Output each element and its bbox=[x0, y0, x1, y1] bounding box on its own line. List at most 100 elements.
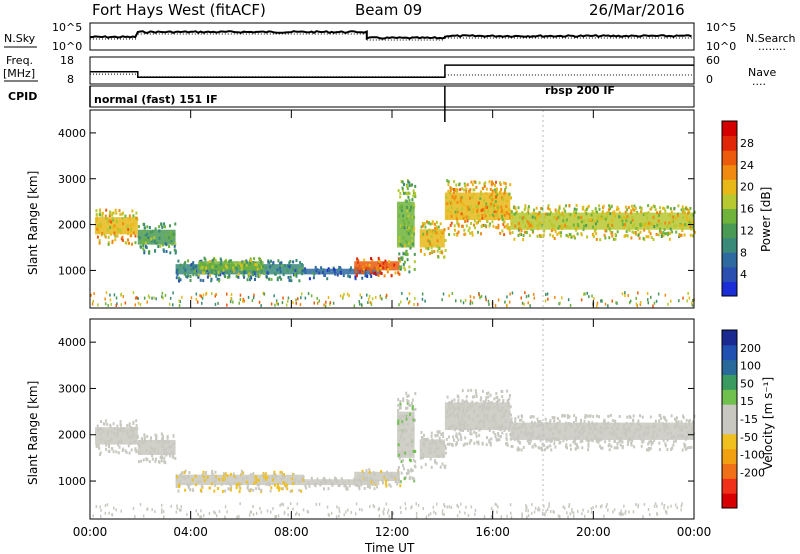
speckle-cell bbox=[274, 515, 276, 519]
range-gate-cell bbox=[221, 269, 224, 273]
range-gate-cell bbox=[544, 417, 547, 421]
range-gate-cell bbox=[501, 229, 504, 233]
range-gate-cell bbox=[466, 205, 469, 209]
speckle-cell bbox=[134, 303, 136, 307]
range-gate-cell bbox=[536, 213, 539, 217]
nave-tick-bottom: 0 bbox=[706, 73, 713, 86]
range-gate-cell bbox=[404, 415, 406, 419]
range-gate-cell bbox=[324, 479, 327, 483]
speckle-cell bbox=[358, 507, 361, 511]
range-gate-cell bbox=[514, 419, 517, 423]
range-gate-cell bbox=[582, 207, 584, 211]
freq-label: Freq. bbox=[6, 54, 33, 67]
speckle-cell bbox=[313, 301, 315, 305]
speckle-cell bbox=[537, 508, 539, 512]
speckle-cell bbox=[273, 294, 275, 298]
range-gate-cell bbox=[200, 485, 203, 488]
range-gate-cell bbox=[146, 232, 149, 236]
range-gate-cell bbox=[115, 211, 118, 215]
range-gate-cell bbox=[426, 230, 429, 234]
range-gate-cell bbox=[494, 200, 497, 204]
range-gate-cell bbox=[649, 446, 652, 450]
range-gate-cell bbox=[449, 186, 452, 190]
range-gate-cell bbox=[675, 416, 678, 420]
speckle-cell bbox=[687, 291, 689, 295]
range-gate-cell bbox=[344, 484, 347, 487]
speckle-cell bbox=[107, 303, 109, 307]
range-gate-cell bbox=[529, 434, 532, 438]
range-gate-cell bbox=[502, 400, 505, 404]
range-gate-cell bbox=[226, 271, 229, 274]
speckle-cell bbox=[285, 303, 288, 307]
range-gate-cell bbox=[205, 478, 208, 482]
range-gate-cell bbox=[548, 438, 551, 442]
speckle-cell bbox=[674, 503, 677, 507]
range-gate-cell bbox=[487, 395, 490, 399]
range-gate-cell bbox=[129, 429, 132, 433]
range-gate-cell bbox=[642, 431, 645, 435]
range-gate-cell bbox=[407, 191, 410, 195]
range-gate-cell bbox=[411, 183, 413, 187]
range-gate-cell bbox=[576, 425, 579, 429]
range-gate-cell bbox=[121, 239, 124, 242]
range-gate-cell bbox=[397, 398, 400, 402]
range-gate-cell bbox=[280, 261, 283, 265]
range-gate-cell bbox=[128, 422, 131, 426]
speckle-cell bbox=[104, 297, 106, 301]
speckle-cell bbox=[646, 292, 649, 296]
range-gate-cell bbox=[136, 435, 139, 439]
range-gate-cell bbox=[445, 415, 448, 419]
range-gate-cell bbox=[401, 244, 404, 248]
range-gate-cell bbox=[465, 215, 468, 219]
range-gate-cell bbox=[487, 401, 490, 405]
range-gate-cell bbox=[198, 273, 201, 277]
range-gate-cell bbox=[464, 183, 467, 187]
range-gate-cell bbox=[648, 440, 651, 444]
range-gate-cell bbox=[393, 475, 396, 479]
range-gate-cell bbox=[618, 440, 621, 444]
speckle-cell bbox=[93, 292, 95, 296]
range-gate-cell bbox=[501, 423, 504, 427]
speckle-cell bbox=[200, 294, 202, 298]
range-gate-cell bbox=[580, 418, 582, 422]
range-gate-cell bbox=[423, 433, 425, 437]
range-gate-cell bbox=[453, 398, 456, 402]
range-gate-cell bbox=[333, 267, 336, 271]
range-gate-cell bbox=[358, 264, 361, 268]
range-gate-cell bbox=[382, 261, 385, 265]
range-gate-cell bbox=[114, 238, 117, 242]
range-gate-cell bbox=[682, 216, 685, 220]
range-gate-cell bbox=[385, 479, 387, 483]
range-gate-cell bbox=[589, 414, 592, 418]
range-gate-cell bbox=[165, 453, 168, 457]
range-gate-cell bbox=[177, 259, 180, 263]
range-gate-cell bbox=[113, 432, 116, 436]
range-gate-cell bbox=[671, 215, 674, 219]
range-gate-cell bbox=[220, 262, 223, 266]
nsearch-legend-line: ........ bbox=[758, 40, 786, 53]
range-gate-cell bbox=[162, 243, 164, 247]
range-gate-cell bbox=[150, 239, 153, 243]
range-gate-cell bbox=[469, 403, 472, 407]
range-gate-cell bbox=[446, 202, 449, 205]
range-gate-cell bbox=[138, 460, 140, 464]
feature-band bbox=[419, 439, 445, 458]
speckle-cell bbox=[620, 513, 622, 517]
range-gate-cell bbox=[99, 222, 102, 226]
range-gate-cell bbox=[639, 224, 642, 228]
range-gate-cell bbox=[677, 434, 680, 438]
range-gate-cell bbox=[665, 232, 667, 236]
range-gate-cell bbox=[487, 400, 490, 404]
speckle-cell bbox=[115, 304, 117, 307]
range-gate-cell bbox=[663, 207, 666, 211]
range-gate-cell bbox=[649, 222, 652, 226]
range-gate-cell bbox=[528, 234, 531, 238]
range-gate-cell bbox=[255, 487, 258, 491]
range-gate-cell bbox=[170, 237, 173, 241]
range-gate-cell bbox=[151, 447, 154, 451]
range-gate-cell bbox=[402, 399, 405, 403]
range-gate-cell bbox=[527, 441, 530, 445]
speckle-cell bbox=[624, 511, 626, 515]
speckle-cell bbox=[656, 504, 658, 508]
speckle-cell bbox=[490, 506, 493, 510]
